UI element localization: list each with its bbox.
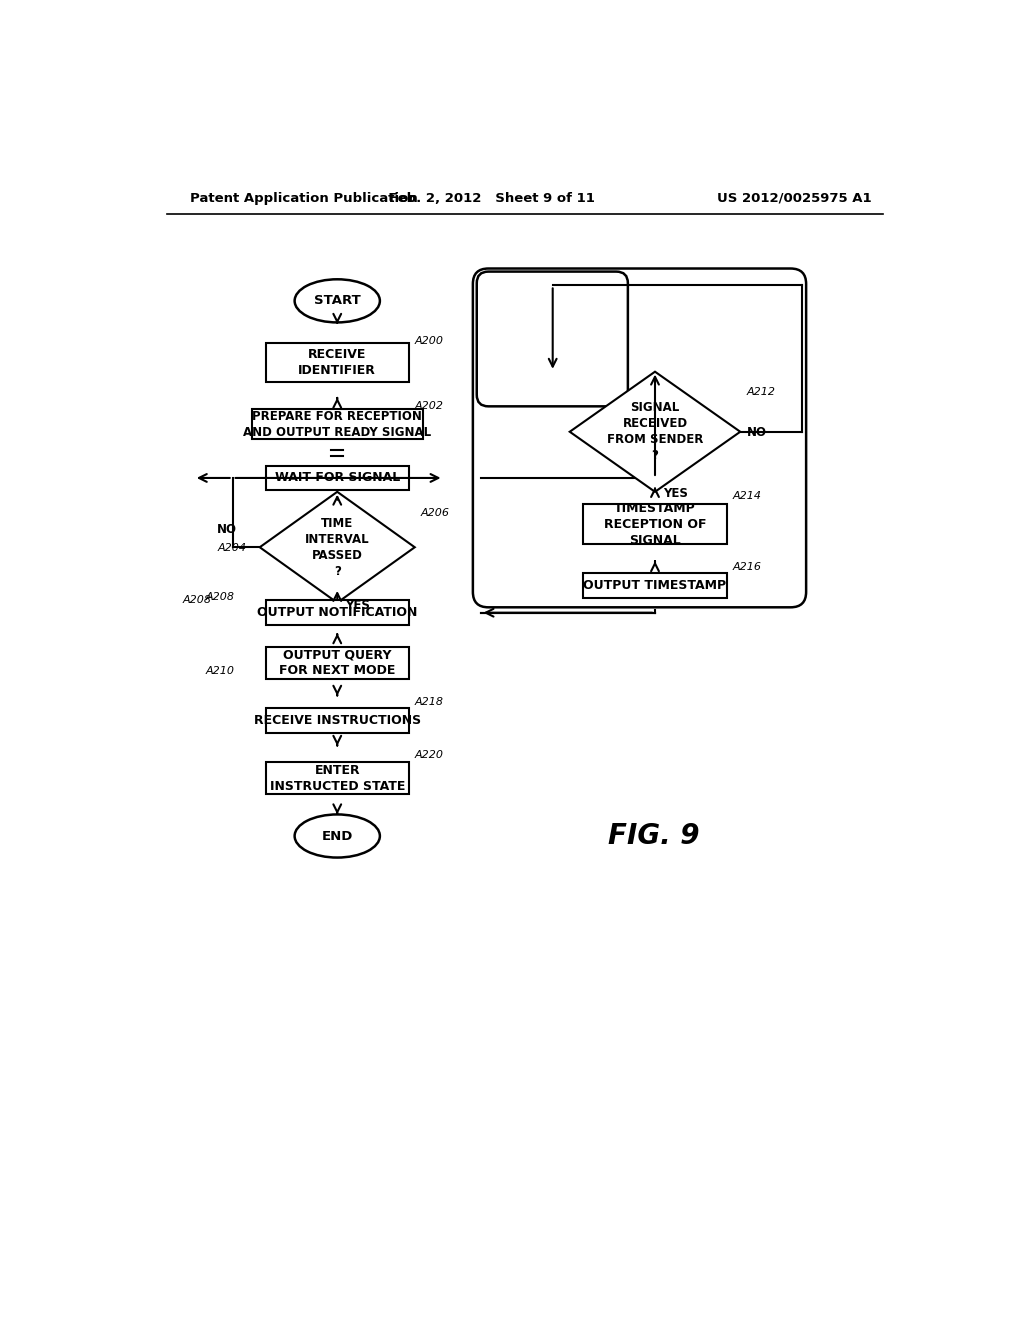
Text: A204: A204 [217,543,246,553]
Text: ENTER
INSTRUCTED STATE: ENTER INSTRUCTED STATE [269,764,404,793]
FancyBboxPatch shape [584,573,727,598]
FancyBboxPatch shape [584,504,727,544]
Text: OUTPUT QUERY
FOR NEXT MODE: OUTPUT QUERY FOR NEXT MODE [280,648,395,677]
Text: YES: YES [345,599,370,612]
FancyBboxPatch shape [252,409,423,438]
Text: A200: A200 [415,335,443,346]
Text: START: START [314,294,360,308]
Polygon shape [569,372,740,492]
Text: A216: A216 [732,562,762,573]
Text: Feb. 2, 2012   Sheet 9 of 11: Feb. 2, 2012 Sheet 9 of 11 [389,191,595,205]
Text: OUTPUT TIMESTAMP: OUTPUT TIMESTAMP [584,579,727,593]
Ellipse shape [295,814,380,858]
Text: A218: A218 [415,697,443,708]
FancyBboxPatch shape [477,272,628,407]
Text: RECEIVE INSTRUCTIONS: RECEIVE INSTRUCTIONS [254,714,421,727]
Text: US 2012/0025975 A1: US 2012/0025975 A1 [718,191,872,205]
Text: A208: A208 [182,595,211,606]
Text: YES: YES [663,487,688,500]
Text: TIMESTAMP
RECEPTION OF
SIGNAL: TIMESTAMP RECEPTION OF SIGNAL [604,502,707,546]
FancyBboxPatch shape [265,466,409,490]
Text: OUTPUT NOTIFICATION: OUTPUT NOTIFICATION [257,606,418,619]
FancyBboxPatch shape [265,601,409,626]
Text: END: END [322,829,353,842]
Text: A212: A212 [746,387,775,397]
FancyBboxPatch shape [265,708,409,733]
Text: Patent Application Publication: Patent Application Publication [190,191,418,205]
Text: A206: A206 [421,508,450,517]
FancyBboxPatch shape [265,647,409,678]
Text: WAIT FOR SIGNAL: WAIT FOR SIGNAL [274,471,400,484]
Text: FIG. 9: FIG. 9 [608,822,700,850]
FancyBboxPatch shape [265,762,409,795]
Text: A202: A202 [415,400,443,411]
Text: RECEIVE
IDENTIFIER: RECEIVE IDENTIFIER [298,348,376,378]
Text: NO: NO [217,524,238,536]
Text: PREPARE FOR RECEPTION
AND OUTPUT READY SIGNAL: PREPARE FOR RECEPTION AND OUTPUT READY S… [243,409,431,438]
Text: NO: NO [746,425,766,438]
Text: TIME
INTERVAL
PASSED
?: TIME INTERVAL PASSED ? [305,516,370,578]
Text: SIGNAL
RECEIVED
FROM SENDER
?: SIGNAL RECEIVED FROM SENDER ? [607,401,703,462]
Text: A210: A210 [206,667,234,676]
FancyBboxPatch shape [265,343,409,381]
Text: A214: A214 [732,491,762,502]
Ellipse shape [295,280,380,322]
Text: A220: A220 [415,750,443,760]
Polygon shape [260,492,415,603]
Text: A208: A208 [206,593,234,602]
